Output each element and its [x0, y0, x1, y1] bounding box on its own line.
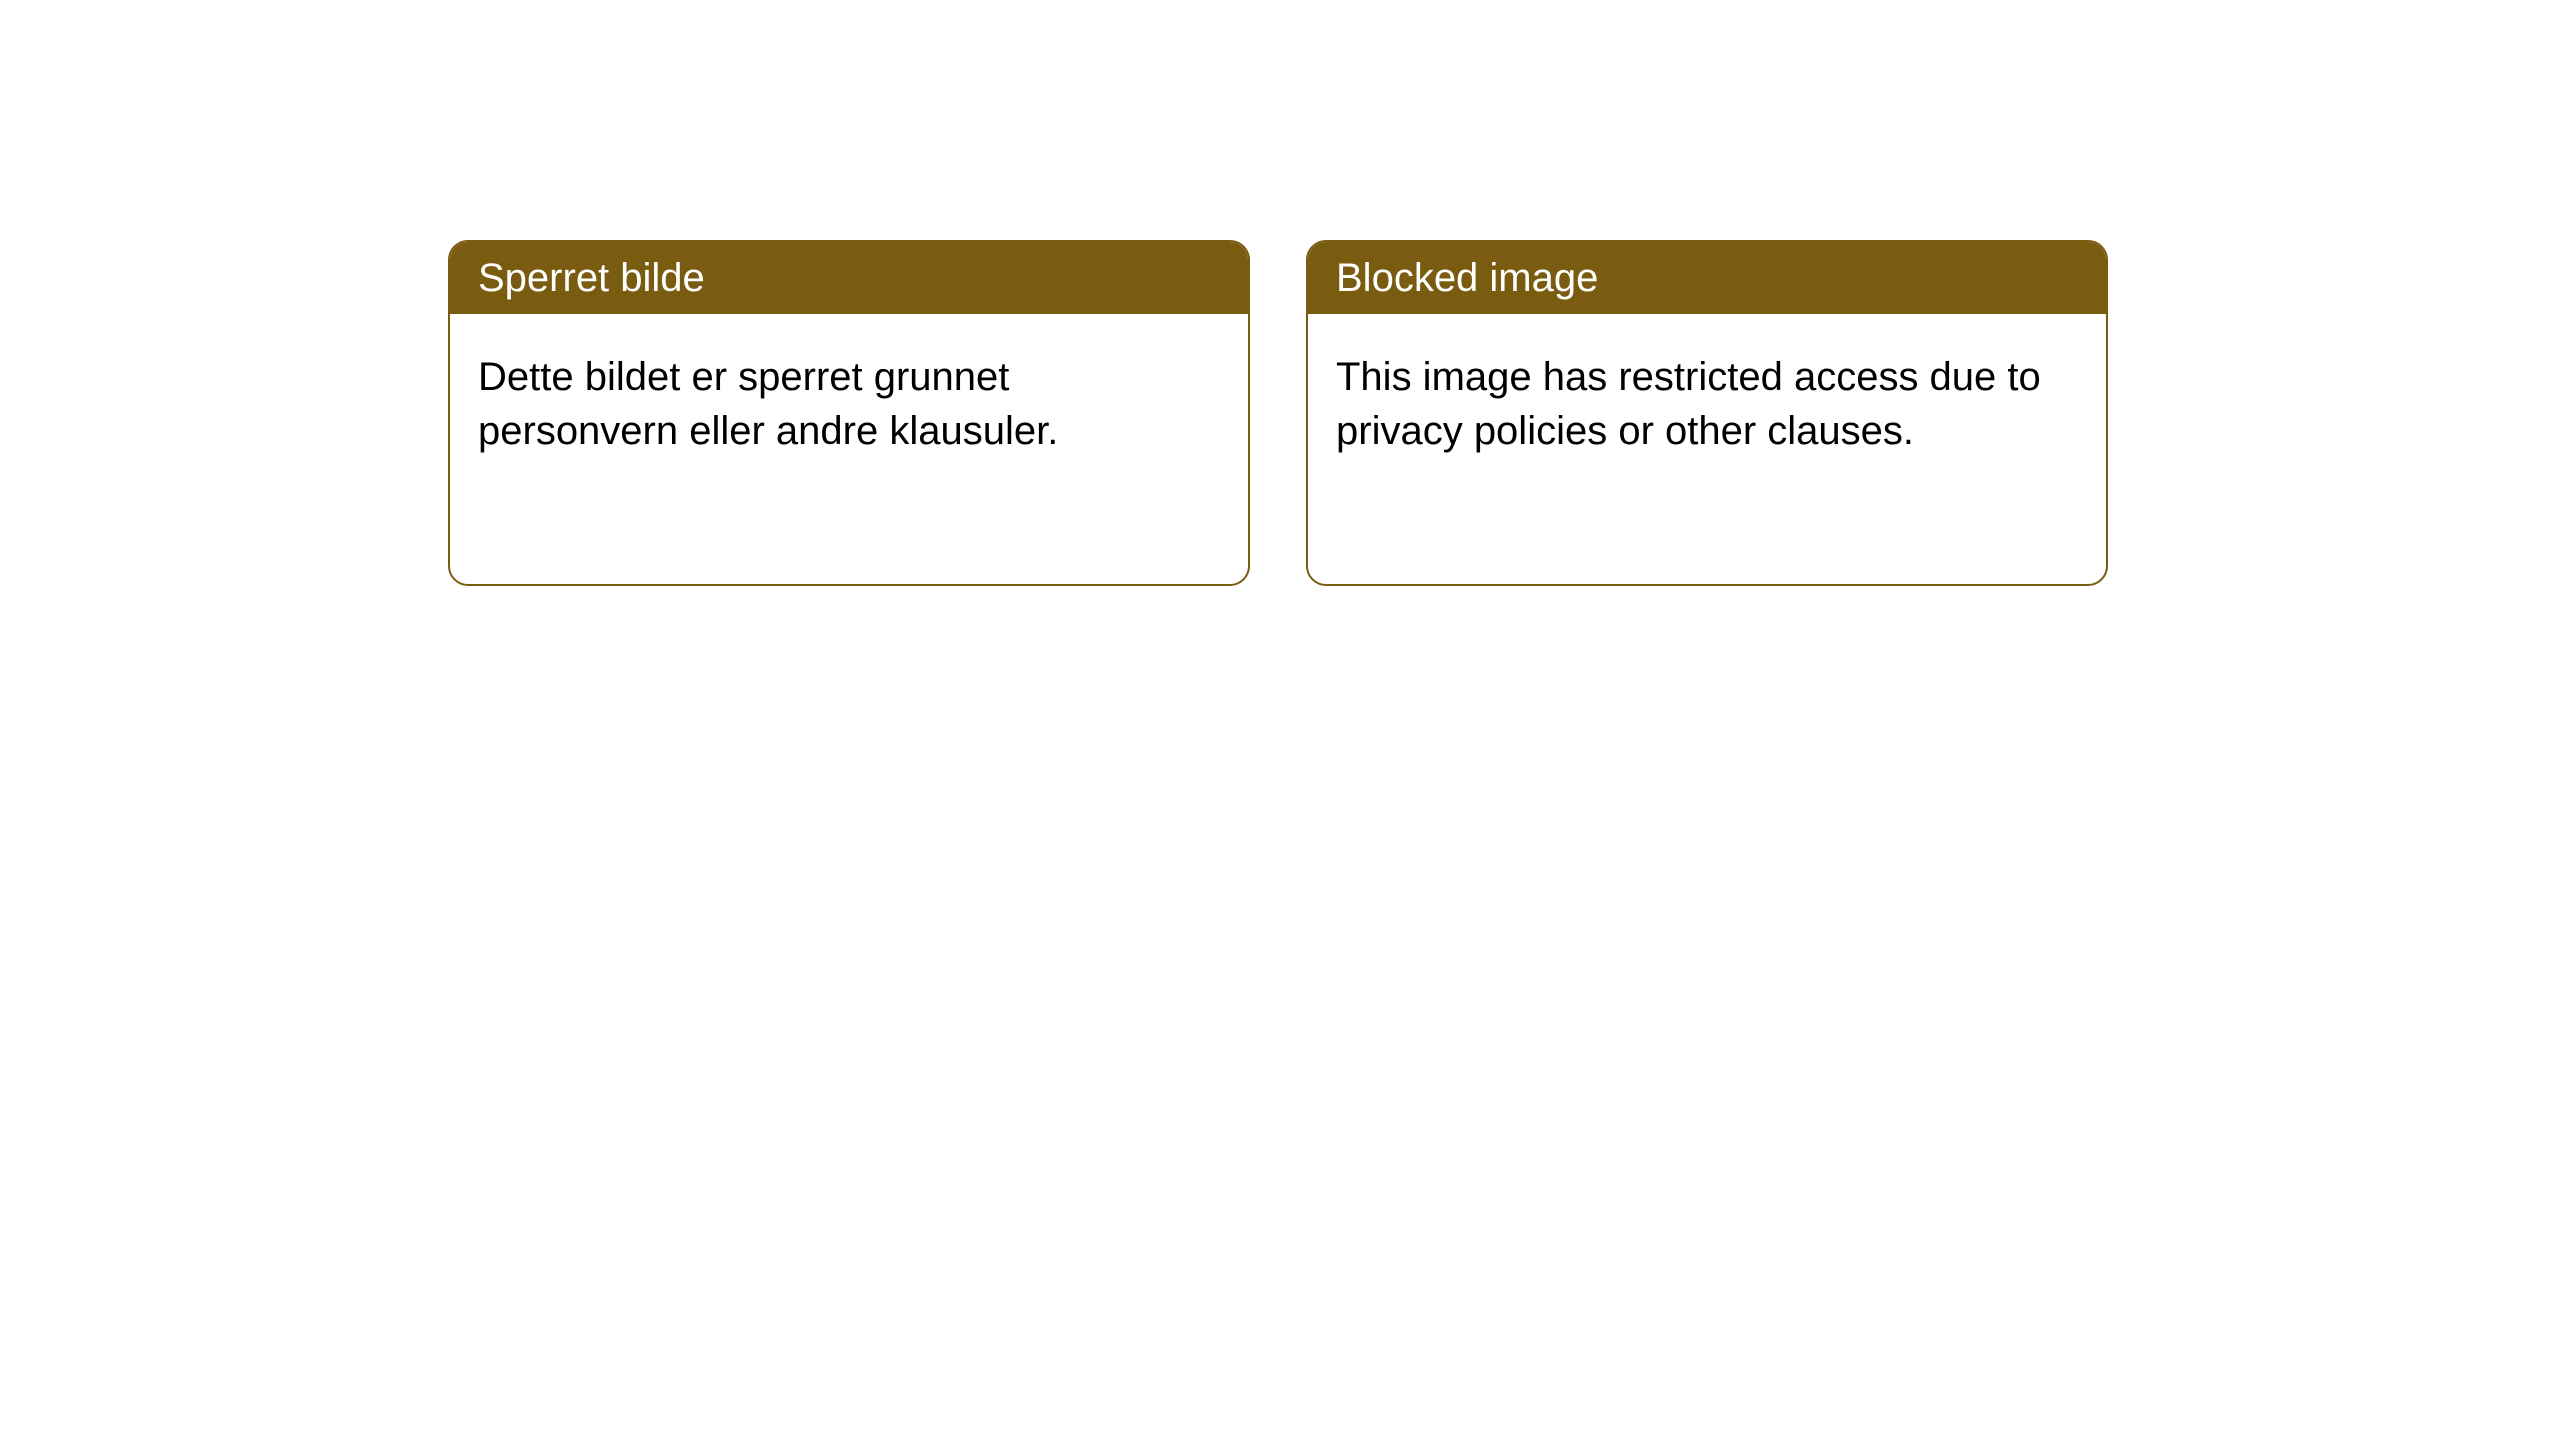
card-header-en: Blocked image	[1308, 242, 2106, 314]
card-body-no: Dette bildet er sperret grunnet personve…	[450, 314, 1248, 584]
notice-container: Sperret bilde Dette bildet er sperret gr…	[448, 240, 2108, 586]
card-body-en: This image has restricted access due to …	[1308, 314, 2106, 584]
blocked-image-card-no: Sperret bilde Dette bildet er sperret gr…	[448, 240, 1250, 586]
blocked-image-card-en: Blocked image This image has restricted …	[1306, 240, 2108, 586]
card-header-no: Sperret bilde	[450, 242, 1248, 314]
